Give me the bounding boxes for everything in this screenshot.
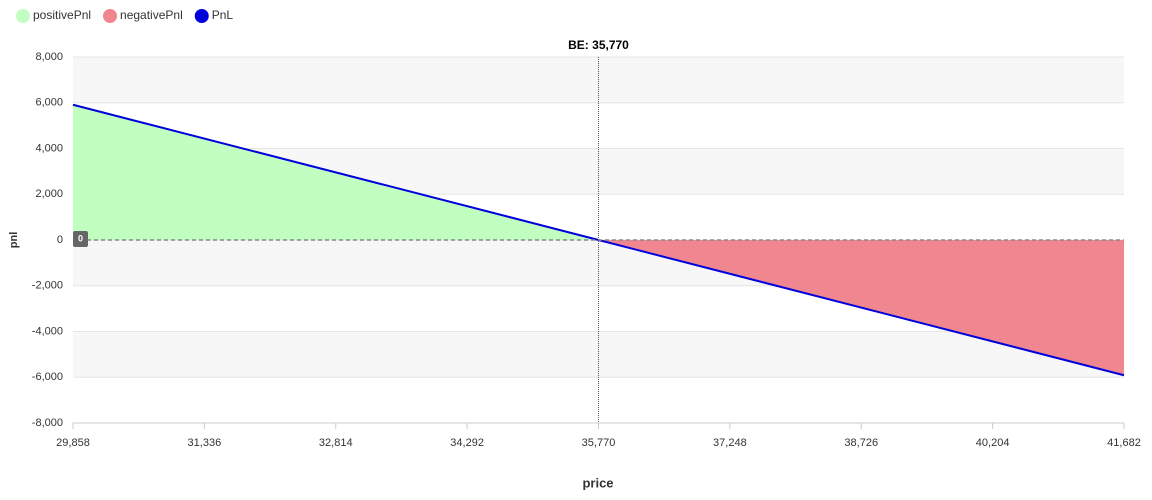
y-tick-label: 0 [57,234,63,246]
zero-label: 0 [78,233,83,243]
y-tick-label: -6,000 [32,371,63,383]
legend-label: positivePnl [33,8,91,22]
x-tick-label: 32,814 [319,437,353,449]
y-tick-label: 2,000 [35,188,63,200]
legend-swatch [16,9,30,23]
x-tick-label: 35,770 [582,437,616,449]
x-tick-label: 31,336 [188,437,222,449]
x-tick-label: 38,726 [844,437,878,449]
y-tick-label: 8,000 [35,51,63,63]
x-tick-label: 29,858 [56,437,90,449]
x-tick-label: 34,292 [450,437,484,449]
legend-item[interactable]: positivePnl [16,8,91,23]
y-tick-label: -2,000 [32,280,63,292]
x-axis-label: price [582,475,613,490]
legend-label: negativePnl [120,8,183,22]
grid-band [73,331,1124,378]
legend-swatch [194,9,209,23]
y-tick-label: 4,000 [35,142,63,154]
x-tick-label: 41,682 [1107,437,1141,449]
legend-item[interactable]: negativePnl [103,8,183,23]
y-axis-label: pnl [8,232,20,249]
legend-label: PnL [212,8,234,22]
y-tick-label: -8,000 [32,417,63,429]
break-even-label: BE: 35,770 [568,38,629,52]
y-tick-label: 6,000 [35,97,63,109]
legend-item[interactable]: PnL [194,8,234,23]
y-tick-label: -4,000 [32,325,63,337]
zero-badge [73,231,88,247]
area [73,104,1124,240]
x-tick-label: 40,204 [976,437,1010,449]
area [73,240,1124,376]
x-tick-label: 37,248 [713,437,747,449]
legend-swatch [103,9,118,23]
